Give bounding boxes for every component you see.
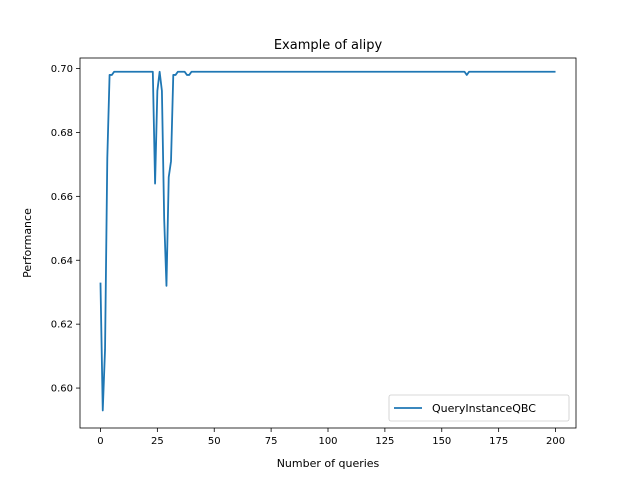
x-tick-label: 200 <box>546 436 565 447</box>
legend-box <box>388 394 570 422</box>
chart-title: Example of alipy <box>274 38 383 53</box>
x-tick-label: 150 <box>432 436 451 447</box>
x-axis-ticks: 0 25 50 75 100 125 150 175 200 <box>97 428 565 447</box>
x-tick-label: 75 <box>265 436 278 447</box>
y-axis-ticks: 0.60 0.62 0.64 0.66 0.68 0.70 <box>51 64 80 395</box>
legend: QueryInstanceQBC <box>388 394 570 422</box>
y-tick-label: 0.66 <box>51 192 73 203</box>
y-tick-label: 0.64 <box>51 256 73 267</box>
y-tick-label: 0.70 <box>51 64 73 75</box>
x-tick-label: 100 <box>318 436 337 447</box>
series-line-queryinstanceqbc <box>99 70 556 412</box>
x-axis-label: Number of queries <box>277 457 380 470</box>
x-tick-label: 25 <box>151 436 164 447</box>
y-tick-label: 0.60 <box>51 384 73 395</box>
series-layer <box>99 70 556 412</box>
y-axis-label: Performance <box>21 208 34 278</box>
x-tick-label: 0 <box>97 436 103 447</box>
x-tick-label: 125 <box>375 436 394 447</box>
legend-label-queryinstanceqbc: QueryInstanceQBC <box>432 402 536 415</box>
y-tick-label: 0.68 <box>51 128 73 139</box>
y-tick-label: 0.62 <box>51 320 73 331</box>
x-tick-label: 175 <box>489 436 508 447</box>
x-tick-label: 50 <box>208 436 221 447</box>
